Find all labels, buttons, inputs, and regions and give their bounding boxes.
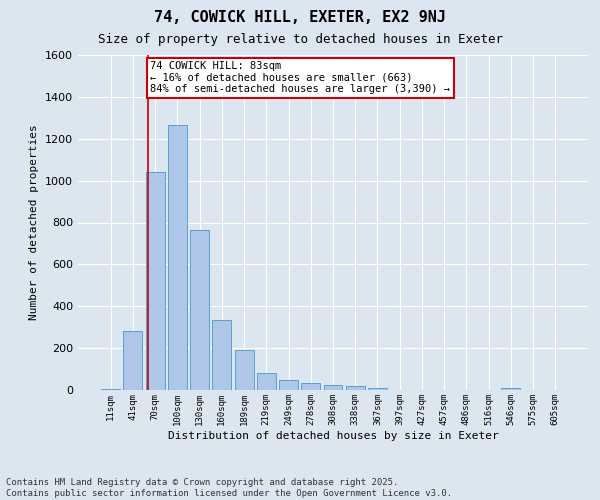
Bar — [257, 373, 276, 390]
Y-axis label: Number of detached properties: Number of detached properties — [29, 124, 40, 320]
Bar — [368, 388, 387, 390]
Bar — [235, 350, 254, 390]
Bar — [279, 380, 298, 390]
Text: Contains HM Land Registry data © Crown copyright and database right 2025.
Contai: Contains HM Land Registry data © Crown c… — [6, 478, 452, 498]
Bar — [168, 125, 187, 390]
Text: Size of property relative to detached houses in Exeter: Size of property relative to detached ho… — [97, 32, 503, 46]
Bar — [301, 382, 320, 390]
Bar — [502, 388, 520, 390]
Bar — [323, 385, 343, 390]
Bar — [190, 230, 209, 390]
Bar — [146, 172, 164, 390]
Text: 74 COWICK HILL: 83sqm
← 16% of detached houses are smaller (663)
84% of semi-det: 74 COWICK HILL: 83sqm ← 16% of detached … — [151, 62, 451, 94]
Bar — [124, 332, 142, 390]
Text: 74, COWICK HILL, EXETER, EX2 9NJ: 74, COWICK HILL, EXETER, EX2 9NJ — [154, 10, 446, 25]
Bar — [101, 389, 120, 390]
Bar — [212, 320, 231, 390]
X-axis label: Distribution of detached houses by size in Exeter: Distribution of detached houses by size … — [167, 430, 499, 440]
Bar — [346, 386, 365, 390]
